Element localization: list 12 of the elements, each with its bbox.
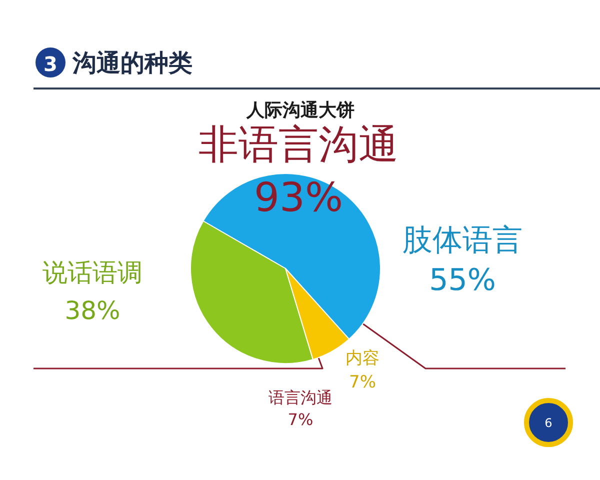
slice-label: 说话语调 xyxy=(42,258,142,287)
data-label: 7% xyxy=(349,372,376,392)
text: 3 xyxy=(44,52,58,76)
text: 6 xyxy=(544,416,552,430)
text: 语言沟通 7% xyxy=(268,388,332,429)
chart-title: 沟通的种类 xyxy=(72,48,192,77)
text: 非语言沟通 93% xyxy=(198,122,398,221)
chart-subtitle: 人际沟通大饼 xyxy=(246,100,354,121)
data-label: 55% xyxy=(429,263,496,298)
slice-label: 内容 xyxy=(346,348,380,368)
slice-label: 肢体语言 xyxy=(402,223,522,258)
data-label: 38% xyxy=(64,296,120,325)
